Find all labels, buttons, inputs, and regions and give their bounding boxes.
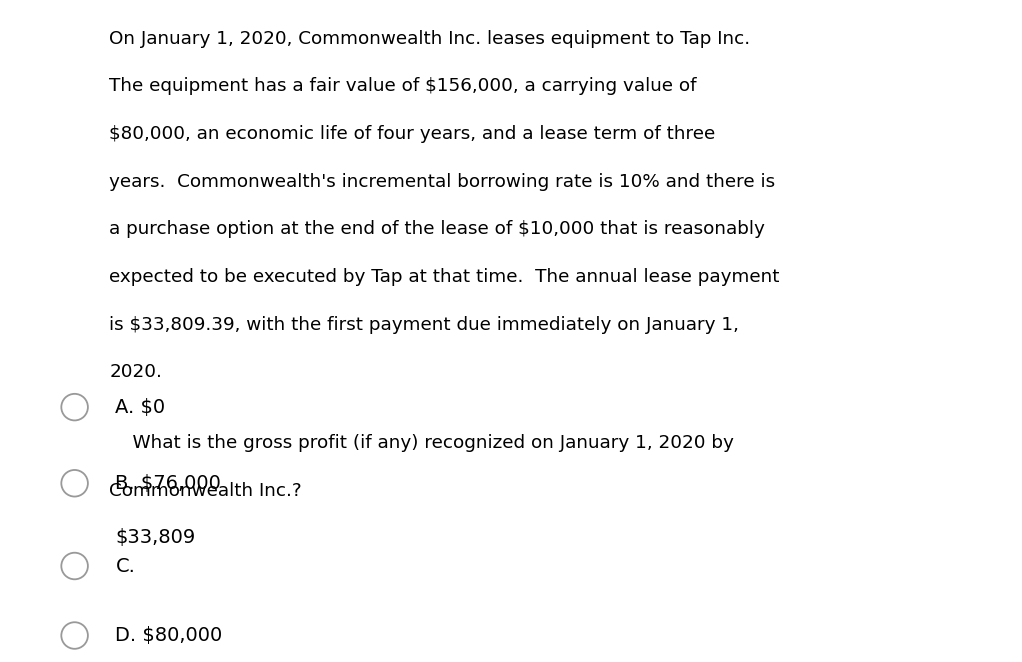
Text: expected to be executed by Tap at that time.  The annual lease payment: expected to be executed by Tap at that t… (109, 268, 780, 286)
Text: C.: C. (115, 557, 135, 575)
Text: The equipment has a fair value of $156,000, a carrying value of: The equipment has a fair value of $156,0… (109, 77, 697, 95)
Text: years.  Commonwealth's incremental borrowing rate is 10% and there is: years. Commonwealth's incremental borrow… (109, 173, 776, 191)
Text: is $33,809.39, with the first payment due immediately on January 1,: is $33,809.39, with the first payment du… (109, 316, 739, 334)
Text: a purchase option at the end of the lease of $10,000 that is reasonably: a purchase option at the end of the leas… (109, 220, 765, 238)
Text: What is the gross profit (if any) recognized on January 1, 2020 by: What is the gross profit (if any) recogn… (109, 434, 734, 452)
Text: B. $76,000: B. $76,000 (115, 474, 222, 493)
Text: On January 1, 2020, Commonwealth Inc. leases equipment to Tap Inc.: On January 1, 2020, Commonwealth Inc. le… (109, 30, 750, 48)
Text: Commonwealth Inc.?: Commonwealth Inc.? (109, 482, 301, 500)
Text: $80,000, an economic life of four years, and a lease term of three: $80,000, an economic life of four years,… (109, 125, 715, 143)
Text: D. $80,000: D. $80,000 (115, 626, 223, 645)
Text: $33,809: $33,809 (115, 528, 196, 547)
Text: 2020.: 2020. (109, 363, 162, 381)
Text: A. $0: A. $0 (115, 398, 166, 416)
